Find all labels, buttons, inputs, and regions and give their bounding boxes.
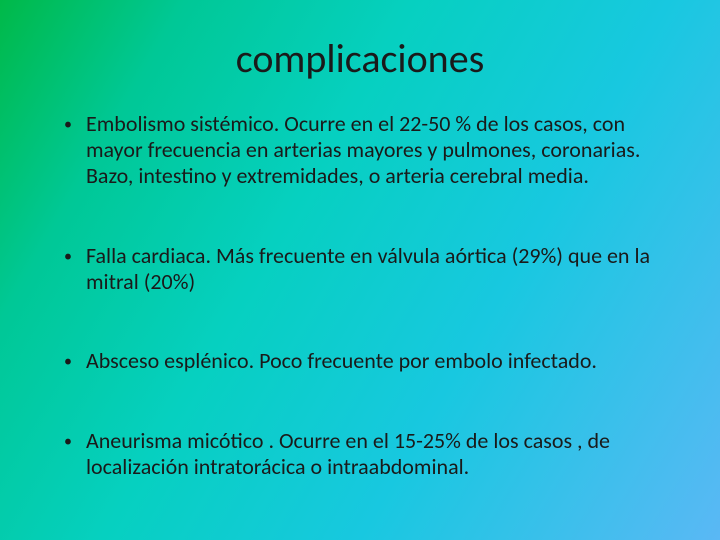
bullet-icon: • xyxy=(64,433,72,452)
bullet-icon: • xyxy=(64,248,72,267)
bullet-text: Falla cardiaca. Más frecuente en válvula… xyxy=(86,243,660,295)
bullet-text: Aneurisma micótico . Ocurre en el 15-25%… xyxy=(86,428,660,480)
slide-title: complicaciones xyxy=(60,34,660,83)
bullet-item: • Absceso esplénico. Poco frecuente por … xyxy=(60,348,660,374)
slide-content: • Embolismo sistémico. Ocurre en el 22-5… xyxy=(60,111,660,500)
bullet-icon: • xyxy=(64,353,72,372)
bullet-item: • Falla cardiaca. Más frecuente en válvu… xyxy=(60,243,660,295)
bullet-text: Embolismo sistémico. Ocurre en el 22-50 … xyxy=(86,111,660,189)
bullet-item: • Embolismo sistémico. Ocurre en el 22-5… xyxy=(60,111,660,189)
bullet-item: • Aneurisma micótico . Ocurre en el 15-2… xyxy=(60,428,660,480)
bullet-text: Absceso esplénico. Poco frecuente por em… xyxy=(86,348,660,374)
bullet-icon: • xyxy=(64,116,72,135)
slide: complicaciones • Embolismo sistémico. Oc… xyxy=(0,0,720,540)
